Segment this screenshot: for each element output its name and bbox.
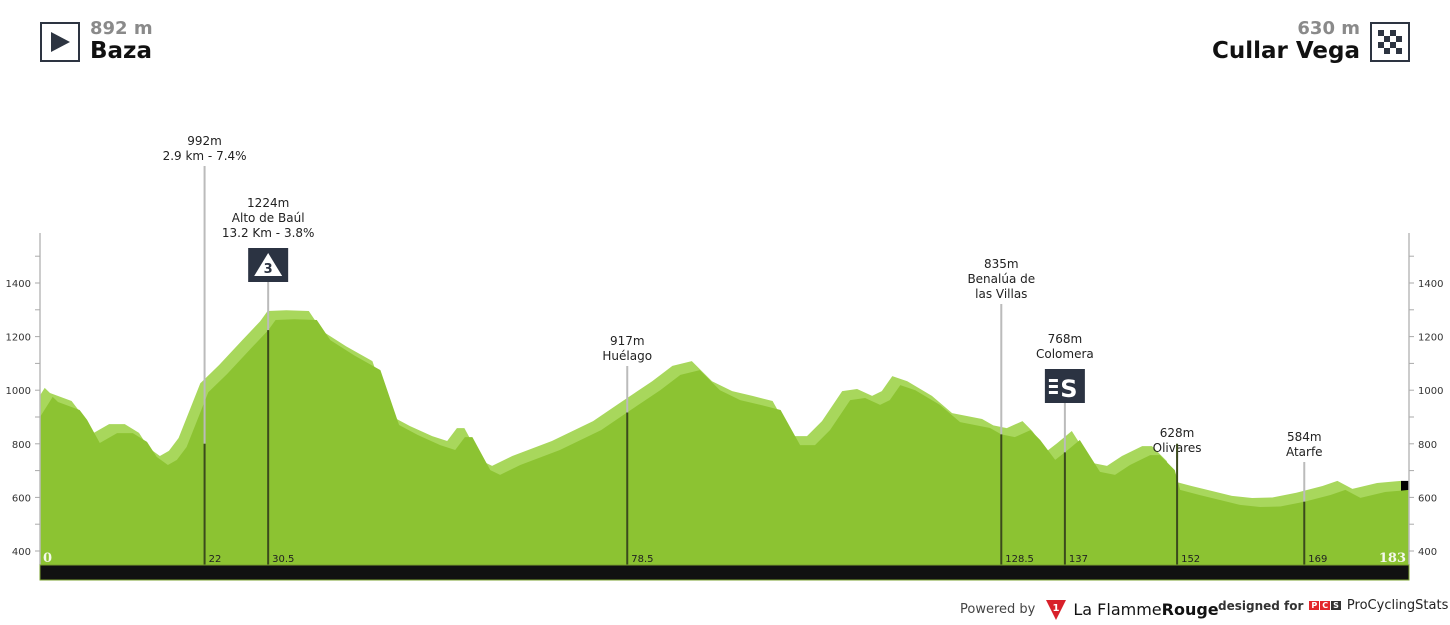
marker-label-line: Benalúa de	[967, 272, 1035, 286]
checkered-flag-icon	[1370, 22, 1410, 62]
powered-by: Powered by 1 La FlammeRouge	[960, 598, 1219, 620]
checker-square	[1378, 42, 1384, 48]
checker-square	[1384, 36, 1390, 42]
marker-label-line: Colomera	[1036, 347, 1094, 361]
km-label: 22	[209, 554, 222, 565]
badge-text: S	[1060, 375, 1077, 403]
powered-by-label: Powered by	[960, 601, 1036, 617]
kom-triangle-icon	[254, 253, 283, 276]
km-label: 128.5	[1005, 554, 1034, 565]
km-label: 78.5	[631, 554, 653, 565]
start-info: 892 m Baza	[40, 20, 153, 64]
play-triangle-icon	[40, 22, 80, 62]
km-label: 169	[1308, 554, 1327, 565]
finish-info: 630 m Cullar Vega	[1212, 20, 1410, 64]
profile-group	[40, 310, 1409, 565]
sprint-dash-icon	[1048, 391, 1058, 394]
start-altitude: 892 m	[90, 18, 153, 39]
y-tick-label-left: 800	[12, 440, 31, 451]
y-tick-label-left: 1000	[6, 386, 31, 397]
km-label: 152	[1181, 554, 1200, 565]
marker-label-line: Huélago	[602, 349, 652, 363]
pcs-letter: P	[1309, 601, 1320, 610]
badge-text: 3	[264, 262, 273, 277]
la-flamme-rouge-brand: La FlammeRouge	[1073, 600, 1218, 619]
y-tick-label-left: 1200	[6, 333, 31, 344]
pcs-letter: C	[1320, 601, 1331, 610]
pcs-letter: S	[1331, 601, 1341, 610]
marker-label-line: Atarfe	[1286, 445, 1323, 459]
sprint-dash-icon	[1048, 379, 1058, 382]
checker-square	[1396, 48, 1402, 54]
marker-label-line: 584m	[1287, 430, 1322, 444]
checker-square	[1390, 30, 1396, 36]
profile-area	[40, 319, 1409, 565]
finish-altitude: 630 m	[1297, 18, 1360, 39]
marker-label-line: 13.2 Km - 3.8%	[222, 226, 315, 240]
km-label: 30.5	[272, 554, 294, 565]
marker-label-line: 917m	[610, 334, 645, 348]
marker-label-line: 2.9 km - 7.4%	[163, 149, 247, 163]
y-tick-label-right: 800	[1418, 440, 1437, 451]
y-tick-label-left: 1400	[6, 279, 31, 290]
distance-bar	[39, 564, 1410, 581]
sprint-dash-icon	[1048, 385, 1058, 388]
la-flamme-rouge-logo-icon: 1	[1046, 600, 1067, 620]
finish-name: Cullar Vega	[1211, 38, 1360, 64]
brand-part: La Flamme	[1073, 599, 1162, 619]
km-label: 137	[1069, 554, 1088, 565]
designed-for: designed for P C S ProCyclingStats	[1218, 598, 1448, 613]
start-name: Baza	[90, 38, 152, 64]
y-tick-label-right: 1000	[1418, 386, 1443, 397]
designed-for-label: designed for	[1218, 598, 1304, 613]
y-tick-label-right: 1200	[1418, 333, 1443, 344]
marker-label-line: las Villas	[975, 287, 1027, 301]
marker-label-line: Alto de Baúl	[232, 211, 305, 225]
pcs-name: ProCyclingStats	[1346, 598, 1449, 613]
y-tick-label-right: 400	[1418, 547, 1437, 558]
brand-part-bold: Rouge	[1161, 599, 1219, 619]
km-label-start: 0	[43, 551, 52, 566]
y-tick-label-right: 600	[1418, 493, 1437, 504]
marker-label-line: 835m	[984, 257, 1019, 271]
marker-label-line: 628m	[1160, 426, 1195, 440]
checker-square	[1384, 48, 1390, 54]
marker-label-line: 768m	[1048, 332, 1083, 346]
y-tick-label-right: 1400	[1418, 279, 1443, 290]
checker-square	[1396, 36, 1402, 42]
y-tick-label-left: 400	[12, 547, 31, 558]
checker-square	[1378, 30, 1384, 36]
marker-label-line: 1224m	[247, 196, 289, 210]
svg-text:1: 1	[1053, 603, 1060, 614]
y-tick-label-left: 600	[12, 493, 31, 504]
km-label-finish: 183	[1379, 551, 1406, 566]
marker-label-line: 992m	[187, 134, 222, 148]
pcs-logo: P C S	[1309, 601, 1341, 610]
checker-square	[1390, 42, 1396, 48]
